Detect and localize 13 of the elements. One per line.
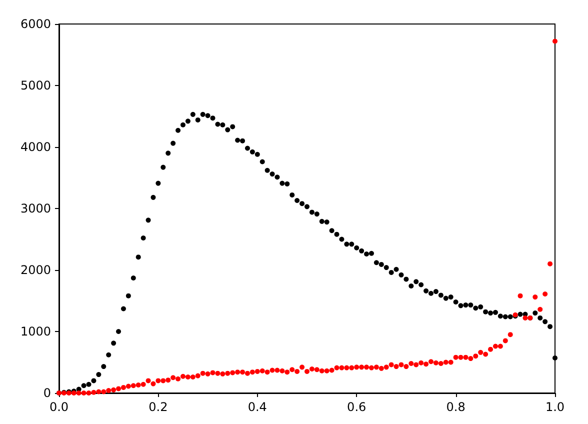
y-tick-label: 5000 — [20, 78, 51, 92]
x-tick-label: 0.4 — [248, 400, 267, 414]
y-tick-label: 0 — [43, 386, 51, 400]
y-tick-label: 1000 — [20, 324, 51, 338]
y-tick-label: 3000 — [20, 202, 51, 216]
x-tick-label: 0.8 — [446, 400, 466, 414]
y-tick-label: 4000 — [20, 140, 51, 154]
y-tick-label: 6000 — [20, 17, 51, 31]
x-tick-label: 0.0 — [49, 400, 69, 414]
y-tick-label: 2000 — [20, 263, 51, 277]
x-tick-label: 0.2 — [148, 400, 168, 414]
x-tick-label: 1.0 — [545, 400, 565, 414]
x-tick-label: 0.6 — [347, 400, 366, 414]
